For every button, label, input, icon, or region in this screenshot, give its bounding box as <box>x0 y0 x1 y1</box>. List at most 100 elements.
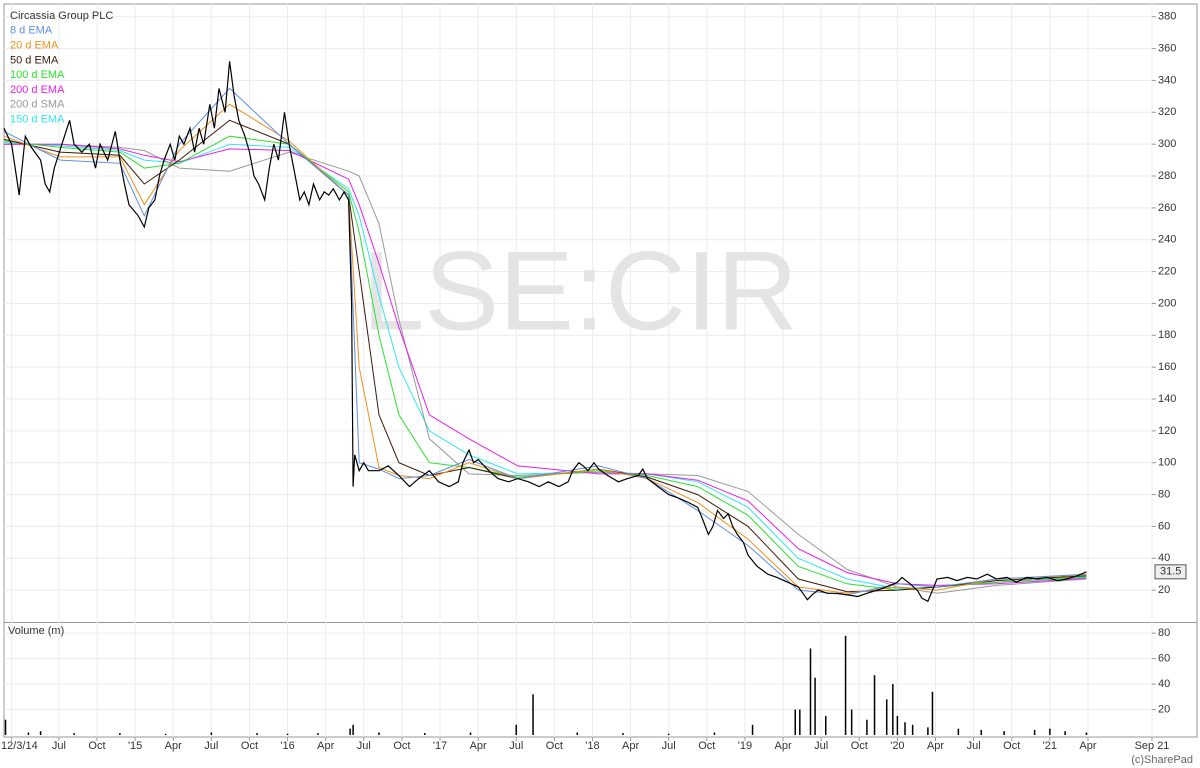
y-tick-label: 60 <box>1158 653 1170 665</box>
volume-bar <box>532 694 534 735</box>
volume-bar <box>814 677 816 735</box>
volume-bar <box>904 722 906 735</box>
axis-frame <box>1151 3 1198 738</box>
volume-bar <box>957 728 960 735</box>
y-tick-label: 240 <box>1158 234 1176 246</box>
y-tick-label: 160 <box>1158 361 1176 373</box>
volume-bar <box>352 724 354 735</box>
volume-bar <box>892 684 894 735</box>
y-tick-label: 200 <box>1158 297 1176 309</box>
volume-bar <box>850 709 853 735</box>
volume-bar <box>424 733 426 735</box>
x-tick-label: Jul <box>662 740 676 752</box>
price-lines <box>3 61 1087 603</box>
y-tick-label: 40 <box>1158 678 1170 690</box>
series-line <box>4 143 1087 586</box>
x-tick-label: Apr <box>927 740 944 752</box>
legend-entry: 200 d SMA <box>10 99 65 111</box>
series-line <box>3 61 1087 603</box>
volume-bar <box>799 709 801 735</box>
x-tick-label: '17 <box>433 740 447 752</box>
volume-bar <box>980 729 982 735</box>
x-tick-label: Apr <box>1079 740 1096 752</box>
legend-entry: 8 d EMA <box>10 25 53 37</box>
volume-bar <box>27 732 30 735</box>
volume-title: Volume (m) <box>8 625 64 637</box>
legend-entry: 20 d EMA <box>10 40 59 52</box>
x-tick-label: Jul <box>967 740 981 752</box>
x-tick-label: '18 <box>585 740 599 752</box>
grid <box>4 4 1153 737</box>
volume-bar <box>73 733 75 735</box>
y-tick-label: 80 <box>1158 627 1170 639</box>
plot-frame <box>3 3 1153 738</box>
volume-bar <box>824 715 827 735</box>
x-tick-label: Apr <box>165 740 182 752</box>
x-tick-label: Oct <box>241 740 258 752</box>
volume-bar <box>896 715 899 735</box>
volume-bar <box>885 699 888 735</box>
volume-bar <box>576 732 578 735</box>
x-tick-label: Apr <box>470 740 487 752</box>
volume-bar <box>349 728 351 735</box>
volume-bar <box>844 635 847 735</box>
volume-bar <box>751 724 754 735</box>
credit: (c)SharePad <box>1131 754 1193 766</box>
legend-entry: Circassia Group PLC <box>10 10 113 22</box>
volume-bar <box>1003 731 1005 735</box>
volume-bar <box>1064 731 1066 735</box>
volume-bar <box>256 733 258 735</box>
x-tick-label: '15 <box>128 740 142 752</box>
x-tick-label: Jul <box>52 740 66 752</box>
y-tick-label: 340 <box>1158 74 1176 86</box>
volume-bar <box>1033 729 1036 735</box>
volume-bar <box>866 719 868 735</box>
x-tick-label: '16 <box>280 740 294 752</box>
series-line <box>3 103 1087 594</box>
volume-bar <box>622 733 624 735</box>
y-tick-label: 220 <box>1158 265 1176 277</box>
x-tick-label: Sep 21 <box>1135 740 1170 752</box>
volume-bar <box>1049 728 1051 735</box>
x-tick-label: Jul <box>357 740 371 752</box>
x-tick-label: Oct <box>698 740 715 752</box>
last-value-label: 31.5 <box>1160 566 1181 578</box>
y-tick-label: 40 <box>1158 552 1170 564</box>
volume-bar <box>317 733 319 735</box>
volume-bar <box>119 733 121 735</box>
y-tick-label: 80 <box>1158 488 1170 500</box>
x-tick-label: Oct <box>1003 740 1020 752</box>
volume-bar <box>286 733 289 735</box>
x-tick-label: Jul <box>814 740 828 752</box>
x-tick-label: Jul <box>204 740 218 752</box>
x-tick-label: Oct <box>88 740 105 752</box>
x-tick-label: Oct <box>546 740 563 752</box>
volume-bar <box>873 675 876 735</box>
volume-bar <box>378 732 380 735</box>
legend-entry: 150 d EMA <box>10 114 65 126</box>
x-tick-label: Apr <box>317 740 334 752</box>
y-tick-label: 260 <box>1158 202 1176 214</box>
x-tick-label: '21 <box>1043 740 1057 752</box>
volume-bar <box>164 733 167 735</box>
x-tick-label: Apr <box>774 740 791 752</box>
volume-bar <box>469 732 472 735</box>
y-tick-label: 180 <box>1158 329 1176 341</box>
x-tick-label: Jul <box>509 740 523 752</box>
volume-bar <box>210 732 213 735</box>
series-line <box>3 142 1087 590</box>
x-tick-label: Oct <box>851 740 868 752</box>
volume-bar <box>39 731 42 735</box>
legend-entry: 50 d EMA <box>10 54 59 66</box>
y-tick-label: 120 <box>1158 425 1176 437</box>
last-value-box <box>1154 564 1187 580</box>
y-tick-label: 360 <box>1158 43 1176 55</box>
series-line <box>4 143 1087 594</box>
y-tick-label: 100 <box>1158 457 1176 469</box>
x-tick-label: 12/3/14 <box>1 740 38 752</box>
volume-bar <box>515 724 518 735</box>
y-tick-label: 20 <box>1158 703 1170 715</box>
volume-bar <box>911 724 914 735</box>
legend-entry: 100 d EMA <box>10 69 65 81</box>
y-tick-label: 320 <box>1158 106 1176 118</box>
